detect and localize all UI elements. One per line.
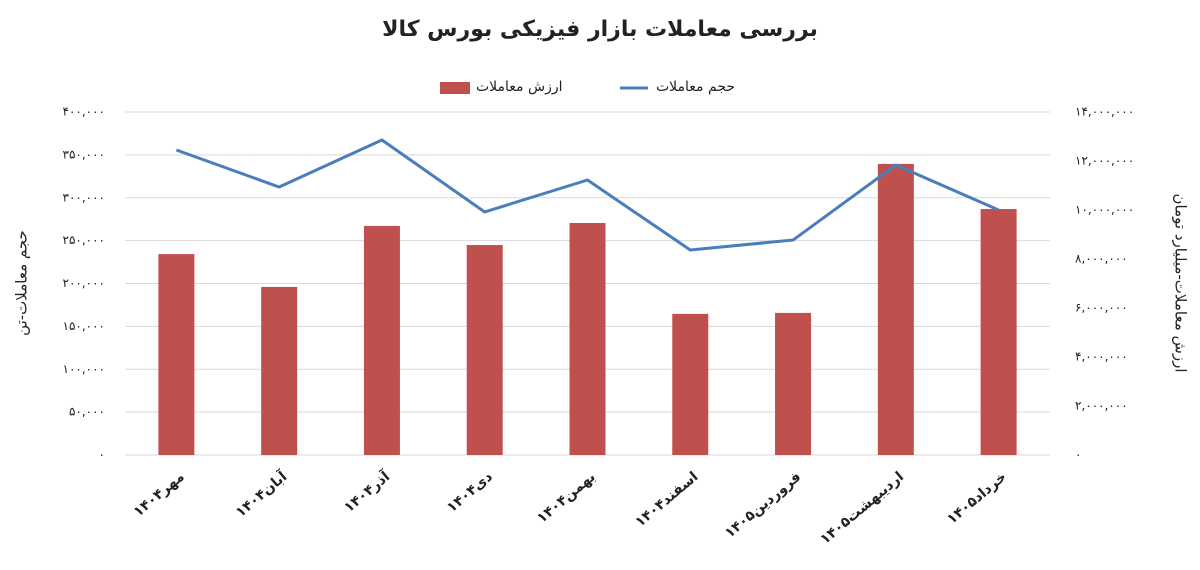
bar — [877, 163, 914, 455]
y2-axis-label: ارزش معاملات-میلیارد تومان — [1172, 194, 1190, 373]
x-tick-label: اردیبهشت۱۴۰۵ — [817, 469, 907, 548]
y-tick-label: ۰ — [99, 448, 105, 462]
y2-tick-label: ۱۴,۰۰۰,۰۰۰ — [1075, 105, 1134, 119]
bar — [261, 286, 298, 455]
bar — [775, 312, 812, 455]
bar — [158, 254, 195, 455]
y2-tick-label: ۸,۰۰۰,۰۰۰ — [1075, 252, 1128, 266]
y-tick-label: ۱۵۰,۰۰۰ — [63, 319, 106, 333]
bar — [980, 209, 1017, 455]
x-tick-label: خرداد۱۴۰۵ — [944, 469, 1010, 528]
x-tick-label: آذر۱۴۰۴ — [340, 467, 394, 516]
legend-label: حجم معاملات — [656, 79, 735, 95]
y-tick-label: ۳۰۰,۰۰۰ — [63, 190, 106, 204]
y-tick-label: ۵۰,۰۰۰ — [69, 405, 105, 419]
y2-tick-label: ۰ — [1075, 448, 1081, 462]
legend-swatch — [440, 82, 470, 94]
line — [175, 138, 1000, 252]
y2-tick-label: ۲,۰۰۰,۰۰۰ — [1075, 399, 1128, 413]
y2-tick-label: ۱۰,۰۰۰,۰۰۰ — [1075, 203, 1134, 217]
y-tick-label: ۳۵۰,۰۰۰ — [63, 147, 106, 161]
chart-title: بررسی معاملات بازار فیزیکی بورس کالا — [382, 17, 818, 42]
x-tick-label: آبان۱۴۰۴ — [232, 467, 292, 521]
y-tick-label: ۱۰۰,۰۰۰ — [63, 362, 106, 376]
bar — [466, 245, 503, 455]
y-tick-label: ۴۰۰,۰۰۰ — [63, 105, 106, 119]
y-axis-label: حجم معاملات-تن — [13, 230, 31, 336]
x-tick-label: فروردین۱۴۰۵ — [722, 469, 804, 542]
bar — [672, 313, 709, 455]
bar — [363, 225, 400, 455]
y2-tick-label: ۱۲,۰۰۰,۰۰۰ — [1075, 154, 1134, 168]
x-tick-label: اسفند۱۴۰۴ — [632, 469, 701, 531]
y2-tick-label: ۶,۰۰۰,۰۰۰ — [1075, 301, 1128, 315]
x-tick-label: بهمن۱۴۰۴ — [534, 469, 598, 527]
y-tick-label: ۲۰۰,۰۰۰ — [63, 276, 106, 290]
legend-label: ارزش معاملات — [476, 79, 563, 95]
x-tick-label: دی۱۴۰۴ — [444, 469, 496, 516]
y2-tick-label: ۴,۰۰۰,۰۰۰ — [1075, 350, 1128, 364]
y-tick-label: ۲۵۰,۰۰۰ — [63, 233, 106, 247]
x-tick-label: مهر۱۴۰۴ — [131, 469, 188, 520]
bar — [569, 222, 606, 455]
